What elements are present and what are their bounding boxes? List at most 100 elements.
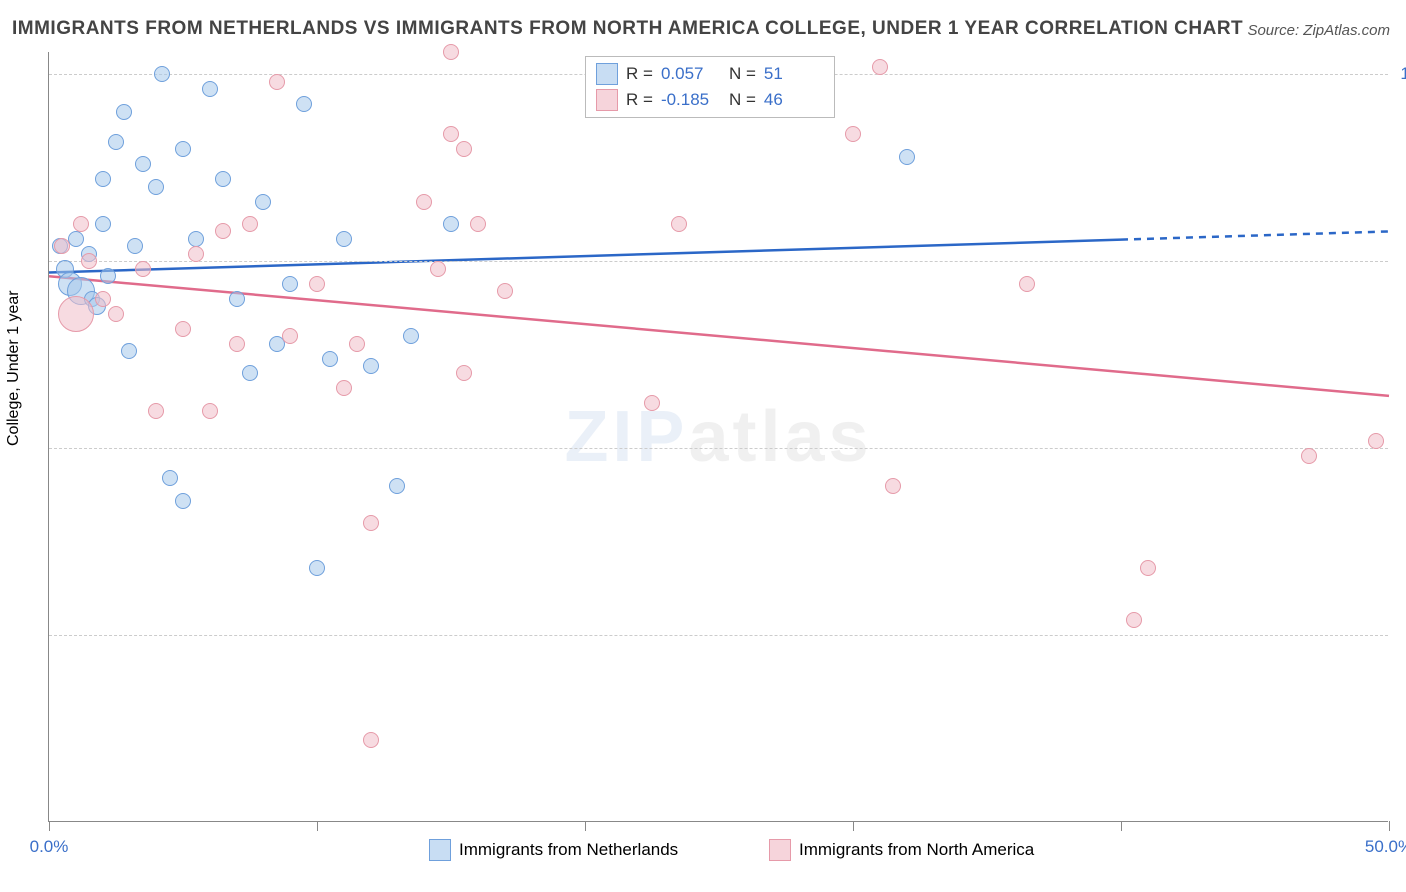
x-tick-label: 50.0%: [1365, 837, 1406, 857]
scatter-point: [215, 223, 231, 239]
scatter-point: [108, 306, 124, 322]
legend-label: Immigrants from North America: [799, 840, 1034, 860]
scatter-point: [188, 246, 204, 262]
scatter-point: [135, 156, 151, 172]
scatter-point: [309, 560, 325, 576]
legend-series: Immigrants from North America: [769, 839, 1034, 861]
y-tick-label: 100.0%: [1400, 64, 1406, 84]
scatter-point: [175, 321, 191, 337]
r-value: -0.185: [661, 90, 721, 110]
scatter-point: [443, 216, 459, 232]
scatter-point: [644, 395, 660, 411]
x-tick-label: 0.0%: [30, 837, 69, 857]
scatter-point: [1019, 276, 1035, 292]
scatter-point: [229, 291, 245, 307]
chart-title: IMMIGRANTS FROM NETHERLANDS VS IMMIGRANT…: [12, 18, 1243, 40]
legend-stats: R = 0.057 N = 51 R = -0.185 N = 46: [585, 56, 835, 118]
scatter-point: [1368, 433, 1384, 449]
x-tick: [49, 821, 50, 831]
chart-container: IMMIGRANTS FROM NETHERLANDS VS IMMIGRANT…: [0, 0, 1406, 892]
scatter-point: [116, 104, 132, 120]
legend-swatch: [596, 89, 618, 111]
x-tick: [585, 821, 586, 831]
scatter-point: [899, 149, 915, 165]
legend-swatch: [596, 63, 618, 85]
x-tick: [317, 821, 318, 831]
legend-series: Immigrants from Netherlands: [429, 839, 678, 861]
legend-stats-row: R = 0.057 N = 51: [596, 61, 824, 87]
scatter-point: [845, 126, 861, 142]
trend-lines: [49, 52, 1389, 822]
scatter-point: [416, 194, 432, 210]
scatter-point: [269, 74, 285, 90]
scatter-point: [255, 194, 271, 210]
scatter-point: [95, 291, 111, 307]
legend-swatch: [429, 839, 451, 861]
scatter-point: [872, 59, 888, 75]
scatter-point: [100, 268, 116, 284]
scatter-point: [148, 179, 164, 195]
scatter-point: [1301, 448, 1317, 464]
scatter-point: [336, 231, 352, 247]
scatter-point: [154, 66, 170, 82]
source-label: Source: ZipAtlas.com: [1247, 22, 1390, 39]
scatter-point: [95, 171, 111, 187]
scatter-point: [58, 296, 94, 332]
scatter-point: [1126, 612, 1142, 628]
scatter-point: [135, 261, 151, 277]
scatter-point: [296, 96, 312, 112]
gridline: [49, 448, 1388, 449]
scatter-point: [108, 134, 124, 150]
scatter-point: [470, 216, 486, 232]
n-value: 46: [764, 90, 824, 110]
gridline: [49, 261, 1388, 262]
scatter-point: [175, 141, 191, 157]
scatter-point: [127, 238, 143, 254]
scatter-point: [443, 126, 459, 142]
scatter-point: [336, 380, 352, 396]
scatter-point: [349, 336, 365, 352]
r-label: R =: [626, 64, 653, 84]
legend-swatch: [769, 839, 791, 861]
scatter-point: [148, 403, 164, 419]
scatter-point: [363, 358, 379, 374]
legend-label: Immigrants from Netherlands: [459, 840, 678, 860]
r-value: 0.057: [661, 64, 721, 84]
y-axis-label: College, Under 1 year: [5, 290, 23, 446]
scatter-point: [363, 732, 379, 748]
scatter-point: [242, 365, 258, 381]
scatter-point: [389, 478, 405, 494]
scatter-point: [282, 276, 298, 292]
gridline: [49, 635, 1388, 636]
scatter-point: [430, 261, 446, 277]
n-label: N =: [729, 90, 756, 110]
scatter-point: [188, 231, 204, 247]
x-tick: [853, 821, 854, 831]
scatter-point: [242, 216, 258, 232]
x-tick: [1389, 821, 1390, 831]
scatter-point: [202, 403, 218, 419]
n-label: N =: [729, 64, 756, 84]
scatter-point: [54, 238, 70, 254]
scatter-point: [456, 141, 472, 157]
scatter-point: [671, 216, 687, 232]
scatter-point: [363, 515, 379, 531]
scatter-point: [309, 276, 325, 292]
scatter-point: [81, 253, 97, 269]
scatter-point: [162, 470, 178, 486]
scatter-point: [456, 365, 472, 381]
n-value: 51: [764, 64, 824, 84]
scatter-point: [497, 283, 513, 299]
scatter-point: [885, 478, 901, 494]
x-tick: [1121, 821, 1122, 831]
scatter-point: [175, 493, 191, 509]
r-label: R =: [626, 90, 653, 110]
scatter-point: [215, 171, 231, 187]
scatter-point: [1140, 560, 1156, 576]
scatter-point: [202, 81, 218, 97]
scatter-point: [282, 328, 298, 344]
legend-stats-row: R = -0.185 N = 46: [596, 87, 824, 113]
scatter-point: [73, 216, 89, 232]
scatter-point: [443, 44, 459, 60]
scatter-point: [229, 336, 245, 352]
